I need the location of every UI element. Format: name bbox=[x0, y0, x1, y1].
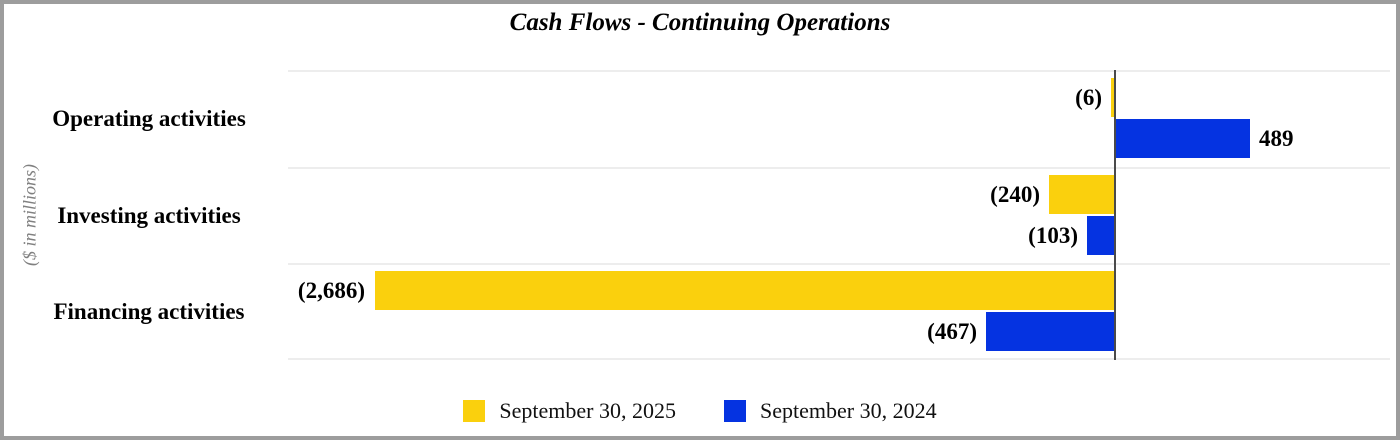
plot-area: (6) 489 (240) (103) (2,686) (467) bbox=[288, 70, 1390, 360]
gridline bbox=[288, 263, 1390, 265]
legend-item-september-30-2025: September 30, 2025 bbox=[463, 398, 676, 424]
bar-september-30-2025-operating-activities bbox=[1111, 78, 1115, 117]
legend-label-september-30-2024: September 30, 2024 bbox=[760, 398, 937, 423]
chart-title: Cash Flows - Continuing Operations bbox=[509, 9, 891, 36]
legend-item-september-30-2024: September 30, 2024 bbox=[724, 398, 937, 424]
value-label-september-30-2024-investing-activities: (103) bbox=[1028, 223, 1078, 248]
legend: September 30, 2025 September 30, 2024 bbox=[4, 398, 1396, 424]
value-label-september-30-2024-financing-activities: (467) bbox=[927, 319, 977, 344]
legend-swatch-september-30-2025 bbox=[463, 400, 486, 422]
category-label-investing-activities: Investing activities bbox=[57, 202, 241, 228]
value-label-september-30-2025-investing-activities: (240) bbox=[990, 182, 1040, 207]
value-label-september-30-2025-operating-activities: (6) bbox=[1075, 85, 1102, 110]
zero-axis-line bbox=[1114, 70, 1116, 360]
bar-september-30-2025-investing-activities bbox=[1049, 175, 1115, 214]
value-label-september-30-2024-operating-activities: 489 bbox=[1259, 126, 1294, 151]
value-label-september-30-2025-financing-activities: (2,686) bbox=[297, 278, 365, 303]
bar-september-30-2024-investing-activities bbox=[1087, 216, 1115, 255]
legend-swatch-september-30-2024 bbox=[724, 400, 746, 422]
category-axis: Operating activities Investing activities… bbox=[24, 70, 274, 360]
category-label-operating-activities: Operating activities bbox=[52, 105, 246, 131]
category-label-financing-activities: Financing activities bbox=[53, 298, 245, 324]
bar-september-30-2025-financing-activities bbox=[375, 271, 1115, 310]
bar-september-30-2024-financing-activities bbox=[986, 312, 1115, 351]
gridline bbox=[288, 358, 1390, 360]
gridline bbox=[288, 167, 1390, 169]
bar-september-30-2024-operating-activities bbox=[1115, 119, 1250, 158]
gridline bbox=[288, 70, 1390, 72]
legend-label-september-30-2025: September 30, 2025 bbox=[499, 398, 676, 423]
